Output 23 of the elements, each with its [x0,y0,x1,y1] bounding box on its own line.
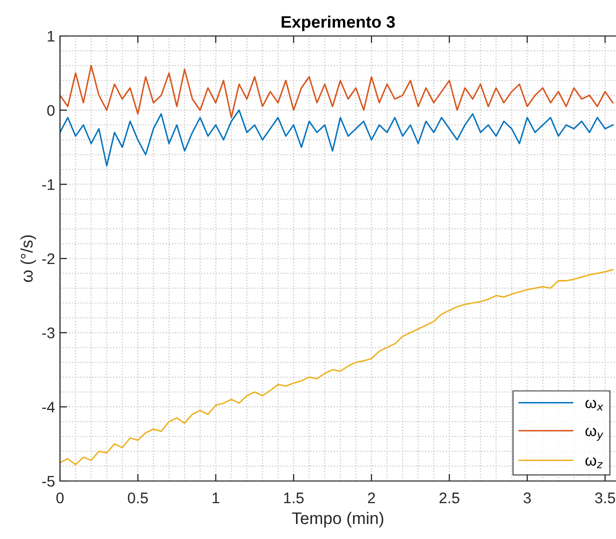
legend-label: ω$_{y}$ [585,428,604,441]
line-series [60,64,614,118]
chart-title: Experimento 3 [282,16,395,32]
line-series [60,109,614,166]
y-tick-label: 0 [47,105,55,116]
x-tick-label: 2.5 [440,492,460,504]
x-tick-label: 1.5 [284,492,304,504]
y-tick-label: -1 [42,179,54,190]
x-tick-label: 2 [368,492,375,504]
y-tick-label: -4 [42,402,55,412]
x-tick-label: 3.5 [595,492,616,504]
x-tick-label: 3 [524,492,531,504]
legend-label: ω$_{z}$ [585,457,603,468]
y-tick-label: -5 [42,476,54,487]
y-tick-label: -3 [42,328,54,338]
legend-label: ω$_{x}$ [585,400,604,411]
x-axis-title: Tempo (min) [292,512,384,528]
y-tick-label: 1 [48,31,54,42]
x-tick-label: 0 [56,492,64,504]
x-tick-label: 1 [212,492,220,504]
y-tick-label: -2 [42,253,54,264]
x-tick-label: 0.5 [128,492,148,504]
y-axis-title: ω (°/s) [20,235,36,282]
